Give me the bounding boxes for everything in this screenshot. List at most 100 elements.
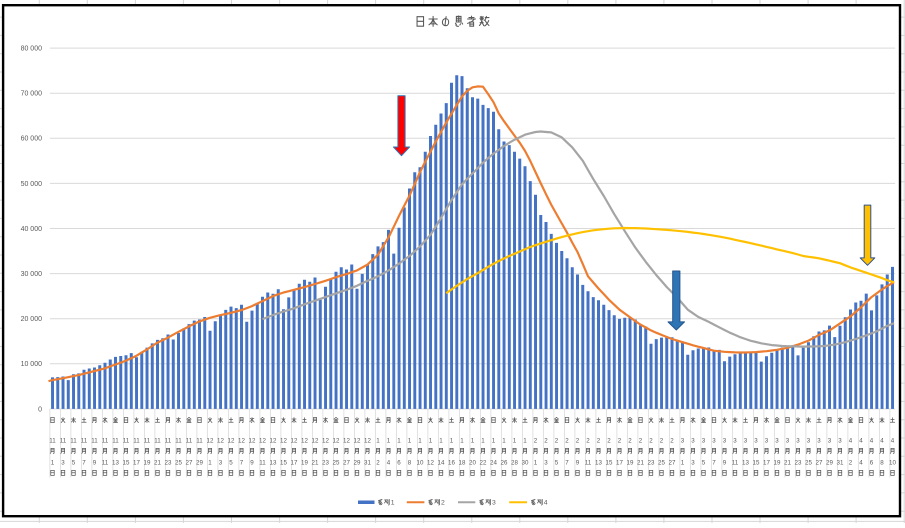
svg-text:4: 4 [880,438,884,445]
svg-text:5: 5 [72,460,76,467]
svg-text:3: 3 [681,438,685,445]
svg-text:12: 12 [238,438,245,445]
svg-text:5: 5 [555,460,559,467]
svg-text:11: 11 [102,460,109,467]
svg-text:27: 27 [816,460,823,467]
svg-text:5: 5 [702,460,706,467]
svg-text:2: 2 [639,438,643,445]
svg-text:8: 8 [880,460,884,467]
svg-text:4: 4 [387,460,391,467]
svg-text:21: 21 [637,460,644,467]
svg-text:13: 13 [270,460,277,467]
svg-text:4: 4 [891,438,895,445]
svg-text:80 000: 80 000 [21,46,43,53]
svg-text:19: 19 [301,460,308,467]
svg-text:17: 17 [291,460,298,467]
svg-text:3: 3 [61,460,65,467]
svg-text:13: 13 [112,460,119,467]
svg-text:3: 3 [807,438,811,445]
svg-text:7: 7 [565,460,569,467]
svg-text:10 000: 10 000 [21,361,43,368]
svg-text:12: 12 [312,438,319,445]
svg-text:2: 2 [534,438,538,445]
svg-text:15: 15 [753,460,760,467]
svg-text:1: 1 [376,438,380,445]
svg-text:2: 2 [670,438,674,445]
svg-text:1: 1 [418,438,422,445]
svg-text:3: 3 [775,438,779,445]
svg-text:23: 23 [795,460,802,467]
svg-text:2: 2 [441,500,445,507]
svg-text:11: 11 [112,438,119,445]
svg-text:12: 12 [427,460,434,467]
svg-text:21: 21 [154,460,161,467]
svg-text:11: 11 [49,438,56,445]
svg-text:25: 25 [175,460,182,467]
svg-text:21: 21 [784,460,791,467]
svg-text:19: 19 [144,460,151,467]
svg-text:11: 11 [259,460,266,467]
svg-text:11: 11 [585,460,592,467]
svg-text:11: 11 [133,438,140,445]
svg-text:1: 1 [502,438,506,445]
svg-text:11: 11 [186,438,193,445]
svg-text:11: 11 [123,438,130,445]
svg-text:60 000: 60 000 [21,136,43,143]
svg-text:25: 25 [658,460,665,467]
svg-text:3: 3 [817,438,821,445]
svg-text:26: 26 [501,460,508,467]
svg-text:3: 3 [796,438,800,445]
svg-text:3: 3 [733,438,737,445]
svg-text:14: 14 [438,460,445,467]
svg-text:2: 2 [576,438,580,445]
svg-text:27: 27 [343,460,350,467]
svg-text:19: 19 [774,460,781,467]
svg-text:3: 3 [702,438,706,445]
svg-text:11: 11 [196,438,203,445]
svg-text:1: 1 [450,438,454,445]
svg-text:25: 25 [333,460,340,467]
svg-text:28: 28 [511,460,518,467]
svg-text:2: 2 [597,438,601,445]
svg-text:2: 2 [618,438,622,445]
svg-text:12: 12 [354,438,361,445]
svg-text:25: 25 [805,460,812,467]
svg-text:12: 12 [259,438,266,445]
svg-text:13: 13 [595,460,602,467]
svg-text:2: 2 [565,438,569,445]
svg-text:1: 1 [387,438,391,445]
svg-text:11: 11 [102,438,109,445]
svg-text:13: 13 [742,460,749,467]
svg-text:15: 15 [123,460,130,467]
svg-text:12: 12 [217,438,224,445]
svg-text:3: 3 [744,438,748,445]
svg-text:9: 9 [93,460,97,467]
svg-text:1: 1 [460,438,464,445]
svg-text:1: 1 [208,460,212,467]
svg-text:17: 17 [763,460,770,467]
svg-text:1: 1 [397,438,401,445]
svg-text:17: 17 [133,460,140,467]
svg-text:12: 12 [249,438,256,445]
svg-text:20: 20 [469,460,476,467]
svg-text:11: 11 [175,438,182,445]
svg-text:11: 11 [60,438,67,445]
svg-text:23: 23 [165,460,172,467]
svg-text:3: 3 [754,438,758,445]
svg-text:50 000: 50 000 [21,181,43,188]
svg-text:27: 27 [186,460,193,467]
svg-text:12: 12 [280,438,287,445]
svg-text:2: 2 [376,460,380,467]
svg-text:4: 4 [544,500,548,507]
svg-text:1: 1 [492,438,496,445]
svg-text:5: 5 [229,460,233,467]
svg-text:1: 1 [523,438,527,445]
svg-text:7: 7 [240,460,244,467]
svg-text:12: 12 [301,438,308,445]
svg-text:2: 2 [544,438,548,445]
svg-text:12: 12 [322,438,329,445]
svg-text:3: 3 [544,460,548,467]
svg-text:3: 3 [838,438,842,445]
svg-text:2: 2 [555,438,559,445]
svg-text:10: 10 [889,460,896,467]
